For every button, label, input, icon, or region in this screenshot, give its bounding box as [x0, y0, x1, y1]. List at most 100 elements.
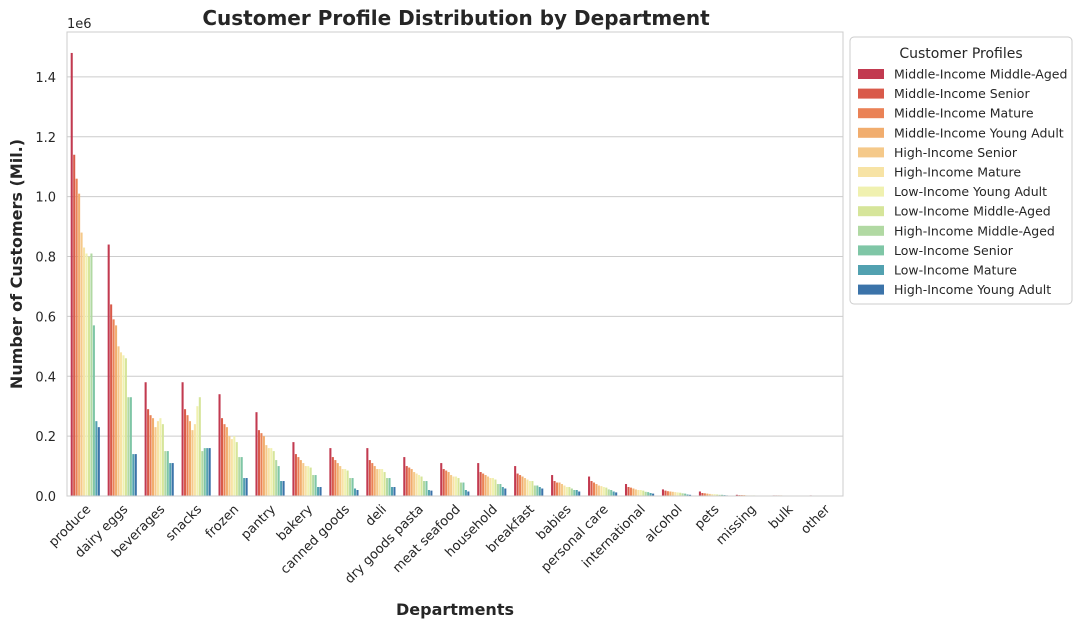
bar: [602, 487, 605, 496]
bar: [457, 478, 460, 496]
bar: [494, 479, 497, 496]
bar: [159, 418, 162, 496]
bar: [514, 466, 517, 496]
bar: [381, 469, 384, 496]
legend-items: Middle-Income Middle-Aged Middle-Income S…: [858, 67, 1067, 297]
bar: [612, 491, 615, 496]
bar: [90, 253, 93, 496]
legend-swatch: [858, 108, 884, 119]
bar: [75, 178, 78, 496]
bar: [553, 481, 556, 496]
bar: [560, 484, 563, 496]
bar: [538, 487, 541, 496]
bar: [97, 427, 100, 496]
x-tick-label: frozen: [203, 502, 242, 541]
bar: [329, 448, 332, 496]
bar: [201, 451, 204, 496]
bar: [220, 418, 224, 496]
bar: [418, 475, 421, 496]
bar: [277, 466, 280, 496]
plot-frame: [66, 31, 844, 497]
bar: [319, 487, 322, 496]
bar: [393, 487, 396, 496]
bar: [459, 482, 462, 496]
bar: [686, 494, 689, 496]
bar: [151, 418, 155, 496]
bar: [371, 463, 374, 496]
bar: [551, 475, 554, 496]
bar: [565, 487, 568, 496]
legend-label: High-Income Young Adult: [894, 282, 1051, 297]
bar: [255, 412, 258, 496]
y-tick-label: 0.2: [35, 430, 56, 445]
bar: [334, 460, 337, 496]
bar: [117, 346, 120, 496]
bar: [127, 397, 130, 496]
y-ticks: 0.0 0.2 0.4 0.6 0.8 1.0 1.2 1.4: [35, 71, 56, 505]
bar: [314, 475, 317, 496]
bar: [107, 244, 110, 496]
bar: [366, 448, 369, 496]
bar: [647, 492, 650, 496]
bar: [353, 488, 357, 496]
bar: [592, 482, 596, 496]
legend-label: Low-Income Young Adult: [894, 184, 1047, 199]
bar: [467, 491, 470, 496]
bar: [447, 472, 450, 496]
bar: [112, 319, 115, 496]
legend-title: Customer Profiles: [899, 46, 1022, 62]
bar: [652, 493, 655, 496]
legend-swatch: [858, 147, 884, 158]
bar: [169, 463, 172, 496]
bar: [504, 488, 507, 496]
bar: [122, 355, 125, 496]
bar: [196, 406, 199, 496]
bar: [230, 439, 233, 496]
bar: [526, 479, 529, 496]
bar: [669, 491, 672, 496]
bar: [302, 463, 305, 496]
bar: [368, 460, 371, 496]
bar: [679, 492, 682, 496]
bar: [556, 482, 559, 496]
legend-swatch: [858, 186, 884, 197]
x-tick-label: canned goods: [278, 502, 353, 577]
legend-label: Middle-Income Mature: [894, 106, 1034, 121]
bar: [262, 436, 265, 496]
bar: [218, 394, 221, 496]
legend-label: Low-Income Mature: [894, 263, 1017, 278]
bar: [408, 467, 411, 496]
bar: [597, 485, 600, 496]
bar: [341, 469, 344, 496]
bar: [188, 421, 192, 496]
bar: [484, 475, 487, 496]
bar: [351, 478, 354, 496]
bar: [575, 490, 578, 496]
bar: [521, 476, 524, 496]
bar: [149, 415, 152, 496]
bar: [383, 472, 386, 496]
bar: [735, 494, 738, 496]
bar: [464, 490, 467, 496]
bar: [373, 466, 376, 496]
bar: [487, 476, 490, 496]
bar: [124, 358, 127, 496]
bar: [225, 427, 228, 496]
x-tick-label: bulk: [766, 502, 796, 532]
bar: [240, 457, 243, 496]
bar: [519, 475, 522, 496]
bar: [184, 409, 187, 496]
bar: [156, 421, 159, 496]
bar: [452, 476, 455, 496]
bar: [415, 473, 418, 496]
bar: [260, 433, 263, 496]
bar: [718, 494, 721, 496]
bar: [721, 494, 724, 496]
bar: [186, 415, 189, 496]
bar: [624, 484, 628, 496]
bar: [607, 489, 610, 496]
x-tick-label: missing: [714, 502, 760, 548]
x-tick-label: pets: [692, 502, 723, 533]
bar: [558, 482, 561, 496]
bar: [716, 494, 719, 496]
